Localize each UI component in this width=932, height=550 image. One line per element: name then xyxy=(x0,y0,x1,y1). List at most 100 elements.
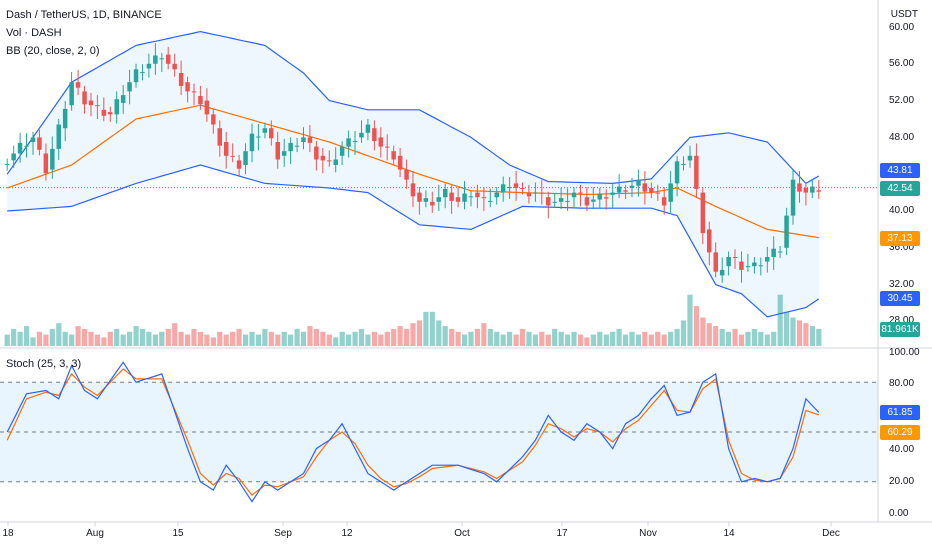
volume-bar xyxy=(288,334,294,346)
candle xyxy=(539,180,545,205)
volume-bar xyxy=(803,323,809,346)
candle xyxy=(481,187,487,211)
candle xyxy=(771,236,776,270)
volume-bar xyxy=(378,334,384,346)
price-tick-32: 32.00 xyxy=(889,279,915,290)
candle xyxy=(462,181,467,210)
candle xyxy=(410,171,416,208)
volume-bar xyxy=(571,331,577,347)
volume-bar xyxy=(255,334,261,346)
date-tick-oct: Oct xyxy=(454,528,470,539)
volume-bar xyxy=(326,334,332,346)
candle xyxy=(69,72,74,111)
candle xyxy=(50,136,55,179)
candle xyxy=(777,246,783,258)
candle xyxy=(745,253,751,272)
price-tick-28: 28.00 xyxy=(889,315,915,326)
volume-bar xyxy=(230,331,236,347)
candle xyxy=(294,137,300,153)
candle xyxy=(327,150,332,167)
candle xyxy=(365,119,371,141)
candle xyxy=(507,177,512,199)
candle xyxy=(520,182,525,195)
volume-bar xyxy=(410,323,416,346)
candle xyxy=(24,133,29,158)
volume-bar xyxy=(262,328,268,346)
volume-bar xyxy=(713,326,719,346)
candle xyxy=(346,130,351,158)
stoch-tick-40: 40.00 xyxy=(889,444,915,455)
candle xyxy=(204,88,210,122)
candle xyxy=(584,187,590,211)
volume-bar xyxy=(513,334,519,346)
stoch-d-line xyxy=(6,368,819,496)
stoch-tick-20: 20.00 xyxy=(889,476,915,487)
candle xyxy=(198,85,203,110)
volume-bar xyxy=(81,328,88,346)
candle xyxy=(301,127,306,150)
candle xyxy=(430,191,435,213)
volume-bar xyxy=(706,323,712,346)
candle xyxy=(784,207,789,256)
candle xyxy=(475,184,480,209)
volume-bar xyxy=(49,328,55,346)
volume-bar xyxy=(56,323,62,346)
candle xyxy=(249,123,255,163)
candle xyxy=(75,69,81,96)
candle xyxy=(571,187,577,209)
volume-bar xyxy=(185,334,191,346)
axes xyxy=(0,0,932,526)
candle xyxy=(423,190,429,208)
candle xyxy=(732,249,738,269)
volume-bar xyxy=(404,328,410,346)
volume-bar xyxy=(532,334,538,346)
volume-bar xyxy=(436,320,442,347)
volume-bar xyxy=(481,323,487,346)
candle xyxy=(120,85,126,114)
volume-bar xyxy=(784,311,790,346)
candle xyxy=(230,143,235,163)
candle xyxy=(436,184,441,211)
candle xyxy=(765,246,770,273)
volume-bar xyxy=(790,317,796,346)
symbol-legend[interactable]: Dash / TetherUS, 1D, BINANCE xyxy=(6,9,162,21)
candle xyxy=(191,83,197,106)
stoch-d-badge: 60.29 xyxy=(880,425,920,440)
candle xyxy=(307,125,313,153)
candle xyxy=(707,221,712,266)
candle xyxy=(810,178,815,199)
stochastic-legend[interactable]: Stoch (25, 3, 3) xyxy=(6,358,82,370)
date-tick-15: 15 xyxy=(172,528,184,539)
volume-bar xyxy=(365,334,371,346)
volume-bar xyxy=(4,334,10,346)
date-tick-12: 12 xyxy=(341,528,353,539)
candle xyxy=(700,187,706,245)
bollinger-legend[interactable]: BB (20, close, 2, 0) xyxy=(6,45,100,57)
candle xyxy=(604,189,609,210)
candle xyxy=(623,184,628,199)
candle xyxy=(288,137,293,165)
volume-bar xyxy=(210,337,216,346)
candle xyxy=(649,182,654,199)
candle xyxy=(417,187,422,215)
volume-bar xyxy=(172,323,178,346)
volume-legend[interactable]: Vol · DASH xyxy=(6,27,62,39)
stochastic-panel xyxy=(0,361,878,503)
candle xyxy=(178,60,184,96)
candle xyxy=(816,180,821,199)
volume-bar xyxy=(687,294,693,346)
volume-bar xyxy=(159,331,165,347)
volume-bar xyxy=(133,326,139,346)
volume-bar xyxy=(545,334,551,346)
volume-bar xyxy=(442,326,448,346)
candle xyxy=(314,141,319,171)
volume-bar xyxy=(474,328,480,346)
candle xyxy=(552,194,557,208)
volume-bar xyxy=(152,334,158,346)
volume-bar xyxy=(616,328,622,346)
candle xyxy=(262,122,268,139)
volume-bar xyxy=(577,334,584,346)
volume-bar xyxy=(584,337,590,346)
candle xyxy=(397,148,403,177)
